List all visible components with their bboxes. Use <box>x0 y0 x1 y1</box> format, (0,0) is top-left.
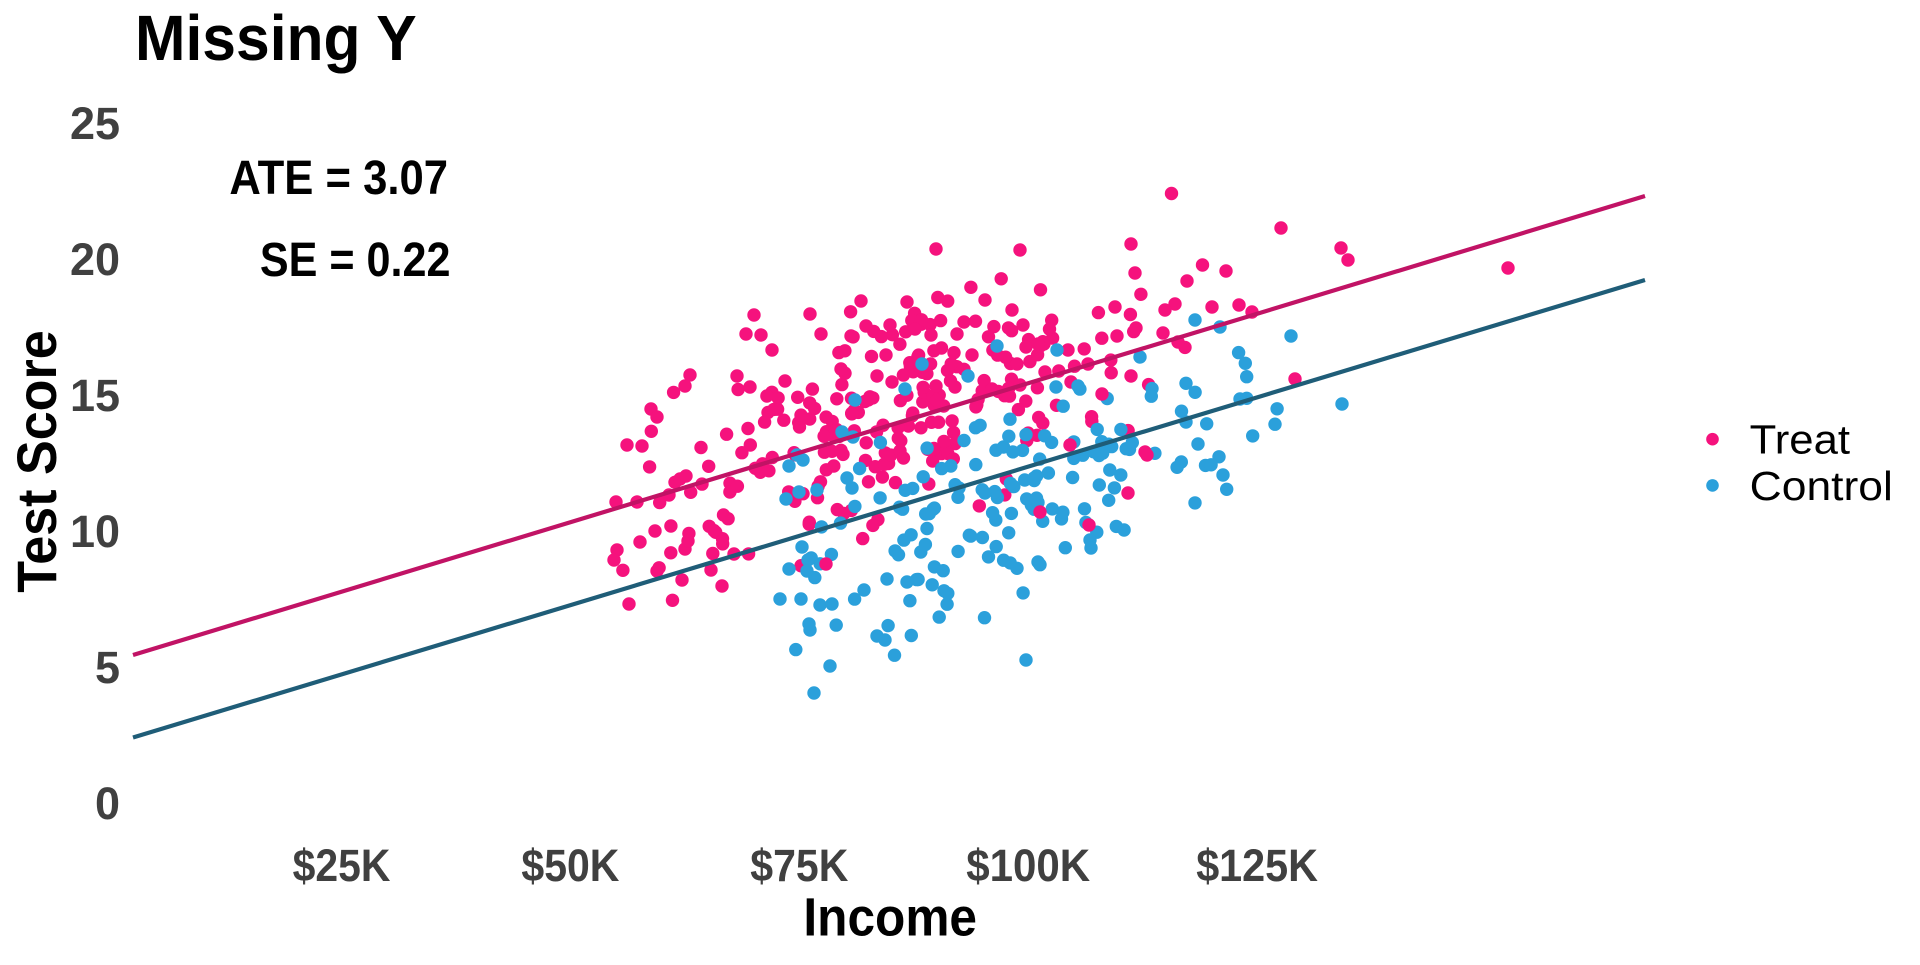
svg-text:Treat: Treat <box>1750 416 1850 462</box>
svg-text:Control: Control <box>1750 463 1893 509</box>
svg-text:$100K: $100K <box>966 840 1090 891</box>
svg-text:Missing Y: Missing Y <box>135 2 417 74</box>
svg-text:$75K: $75K <box>750 840 848 891</box>
svg-text:15: 15 <box>70 370 120 421</box>
svg-text:$50K: $50K <box>521 840 619 891</box>
svg-text:10: 10 <box>70 506 120 557</box>
svg-text:0: 0 <box>95 778 120 829</box>
svg-text:SE = 0.22: SE = 0.22 <box>260 234 451 287</box>
svg-text:Income: Income <box>803 887 977 947</box>
svg-text:$25K: $25K <box>293 840 391 891</box>
svg-text:$125K: $125K <box>1196 840 1318 891</box>
svg-text:25: 25 <box>70 98 120 149</box>
svg-text:5: 5 <box>95 642 120 693</box>
svg-text:Test Score: Test Score <box>5 330 68 593</box>
svg-text:20: 20 <box>70 234 120 285</box>
svg-text:ATE = 3.07: ATE = 3.07 <box>229 152 448 205</box>
